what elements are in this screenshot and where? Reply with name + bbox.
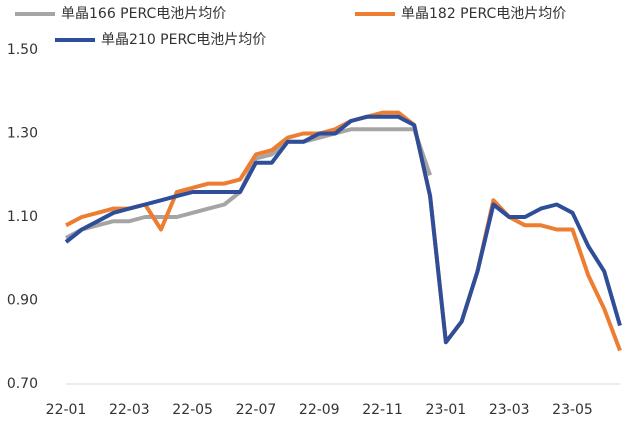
series-line: [65, 110, 622, 352]
series-line: [65, 127, 432, 240]
y-tick-label: 0.70: [7, 376, 38, 392]
x-tick-label: 22-01: [46, 402, 87, 418]
x-tick-label: 23-05: [552, 402, 593, 418]
legend-label: 单晶182 PERC电池片均价: [401, 6, 566, 22]
legend-label: 单晶210 PERC电池片均价: [101, 32, 266, 48]
x-tick-label: 22-11: [362, 402, 403, 418]
x-tick-label: 22-05: [172, 402, 213, 418]
y-tick-label: 1.50: [7, 42, 38, 58]
legend-label: 单晶166 PERC电池片均价: [61, 6, 226, 22]
x-tick-label: 22-03: [109, 402, 150, 418]
series-line: [64, 114, 622, 345]
y-tick-label: 1.10: [7, 209, 38, 225]
x-tick-label: 23-01: [426, 402, 467, 418]
x-tick-label: 22-09: [299, 402, 340, 418]
y-tick-label: 1.30: [7, 126, 38, 142]
y-tick-label: 0.90: [7, 293, 38, 309]
x-tick-label: 23-03: [489, 402, 530, 418]
x-tick-label: 22-07: [236, 402, 277, 418]
